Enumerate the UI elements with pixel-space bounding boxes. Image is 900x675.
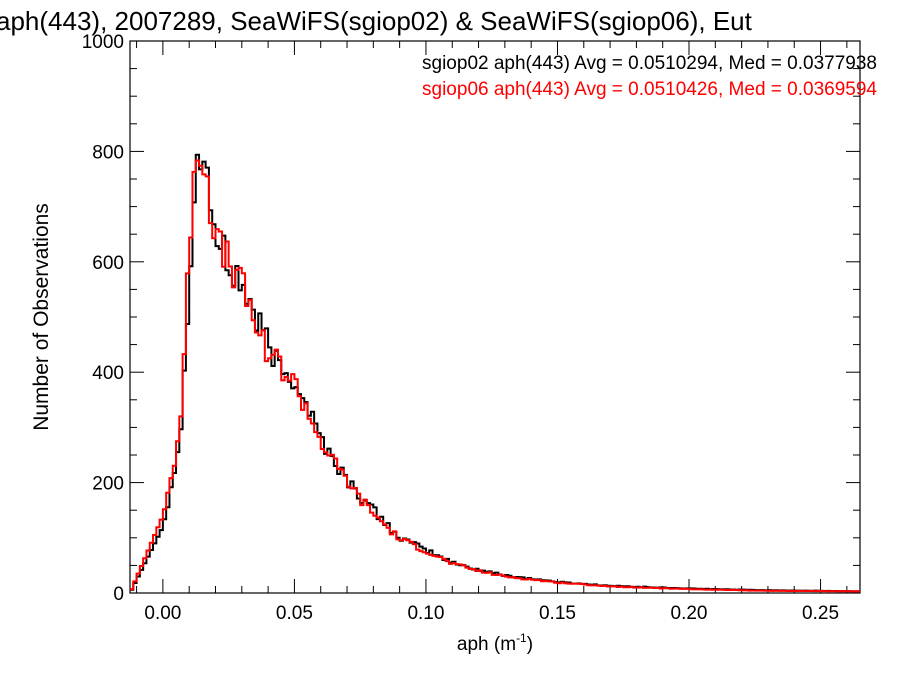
x-tick-label: 0.25 [802,603,839,624]
x-axis-label-end: ) [527,634,533,655]
y-tick-label: 600 [92,253,124,274]
x-axis-label: aph (m-1) [457,631,533,655]
legend-series-2-stats: sgiop06 aph(443) Avg = 0.0510426, Med = … [422,79,877,100]
chart-title: aph(443), 2007289, SeaWiFS(sgiop02) & Se… [0,6,753,36]
series-layer [130,153,860,593]
legend-series-1-stats: sgiop02 aph(443) Avg = 0.0510294, Med = … [422,53,877,74]
y-tick-labels: 0 200 400 600 800 1000 [82,32,124,605]
y-tick-label: 800 [92,142,124,163]
y-tick-label: 1000 [82,32,124,53]
x-axis-label-superscript: -1 [516,631,527,645]
x-tick-label: 0.20 [671,603,708,624]
x-tick-label: 0.05 [276,603,313,624]
x-tick-labels: 0.00 0.05 0.10 0.15 0.20 0.25 [144,603,839,624]
x-tick-label: 0.10 [407,603,444,624]
y-tick-label: 200 [92,474,124,495]
y-tick-label: 0 [113,584,124,605]
y-axis-label: Number of Observations [30,203,53,431]
x-tick-label: 0.15 [539,603,576,624]
series-sgiop06-histogram [130,159,860,593]
x-tick-label: 0.00 [144,603,181,624]
x-axis-label-main: aph (m [457,634,516,655]
y-tick-label: 400 [92,363,124,384]
